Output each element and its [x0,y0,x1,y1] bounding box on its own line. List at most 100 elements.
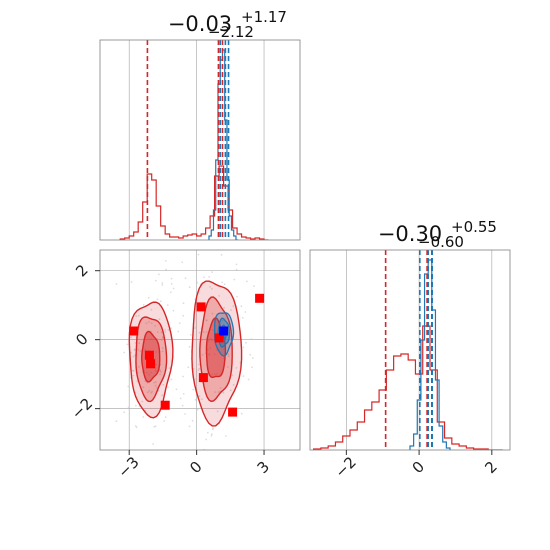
background-point [181,404,184,407]
background-point [137,348,140,351]
background-point [251,475,253,477]
top-quantile-lines [146,40,230,240]
background-point [150,308,153,311]
background-point [135,426,138,429]
background-point [211,312,214,315]
background-point [145,322,148,325]
background-point [133,349,136,351]
background-point [227,353,230,356]
right-blue-histogram [409,259,451,450]
background-point [164,416,167,418]
background-point [170,327,173,330]
top-panel-frame [99,39,301,241]
background-point [249,353,252,356]
background-point [223,348,225,351]
background-point [148,374,150,376]
top-grid [128,40,265,240]
scatter-panel-frame [99,249,301,451]
background-point [150,392,153,394]
red-marker-7 [228,407,238,417]
background-point [150,322,153,325]
background-point [160,331,163,334]
scatter-panel: −3 0 3 −2 0 2 [68,215,301,536]
background-point [208,353,211,356]
background-point [232,305,235,307]
background-point [178,322,181,324]
background-point [159,300,162,303]
background-point [139,350,142,352]
background-point [212,427,214,429]
background-point [127,406,130,409]
red-marker-1 [144,350,154,360]
background-point [166,304,169,306]
background-point [126,343,129,346]
background-point [194,399,197,401]
background-point [231,374,234,376]
red-marker-3 [160,400,170,410]
background-point [130,281,133,283]
background-point [203,276,205,279]
background-point [246,280,248,283]
background-point [127,385,130,388]
scatter-y-tick-label: −2 [68,394,96,422]
background-point [154,325,156,327]
background-point [150,338,153,340]
background-point [197,253,200,256]
background-point [115,420,118,423]
background-point [184,277,187,280]
background-point [191,419,194,422]
background-point [198,363,200,366]
background-point [140,215,142,217]
background-point [240,305,243,308]
background-point [170,283,173,285]
background-point [223,306,226,309]
right-x-tick-label: 0 [409,458,428,477]
scatter-markers [129,293,265,417]
background-point [132,374,135,377]
background-point [198,395,201,398]
background-point [150,371,153,374]
background-point [154,369,157,372]
background-point [161,394,164,397]
red-contour-1-1 [199,296,233,403]
background-point [190,334,192,336]
background-point [220,254,223,256]
background-point [154,384,157,387]
background-point [157,389,160,392]
red-marker-6 [214,333,224,343]
background-point [201,398,203,401]
background-point [211,433,213,435]
background-point [148,321,150,323]
scatter-y-tick-label: 0 [72,330,91,349]
background-point [208,276,211,278]
red-marker-0 [129,326,139,336]
right-x-tick-label: −2 [331,453,359,481]
background-point [158,534,160,536]
background-point [235,268,238,271]
background-point [216,410,219,413]
top-panel-title: −0.03 [168,12,232,36]
background-point [134,425,137,427]
background-point [188,425,191,428]
background-point [250,338,253,341]
background-point [206,431,209,434]
background-point [235,263,238,266]
background-point [142,416,145,418]
background-point [154,363,157,366]
background-point [240,412,243,415]
background-point [147,296,150,299]
background-point [156,298,159,301]
background-point [168,367,171,370]
background-point [210,434,213,437]
background-point [141,400,144,403]
background-point [229,389,232,392]
background-point [242,375,245,377]
background-point [241,316,244,319]
top-panel: −0.03 +1.17 −2.12 [99,8,301,241]
background-point [195,378,198,381]
background-point [164,329,166,331]
background-point [225,435,227,437]
background-point [235,367,238,369]
background-point [130,351,132,354]
background-point [167,329,170,331]
